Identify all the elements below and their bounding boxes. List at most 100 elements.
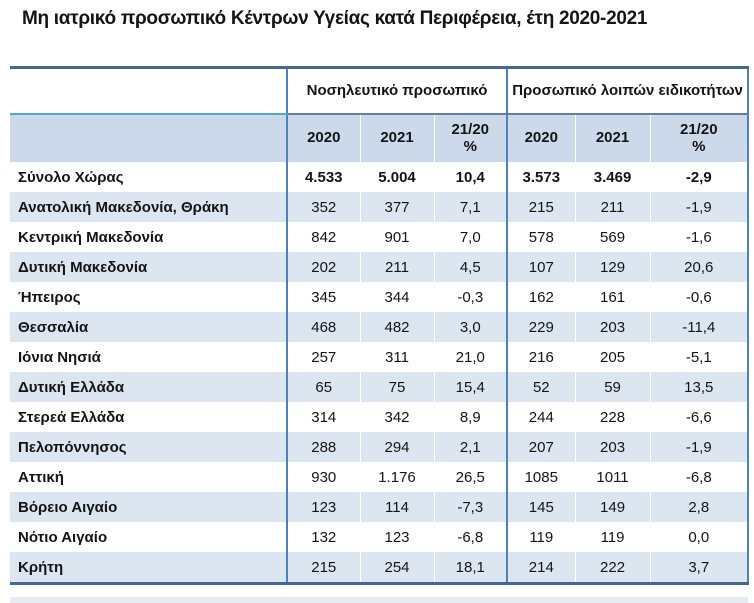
value-cell: 215 — [506, 192, 576, 222]
value-cell: 202 — [286, 252, 360, 282]
col-header-2021-other: 2021 — [574, 114, 651, 162]
value-cell: 65 — [286, 372, 360, 402]
value-cell: 75 — [359, 372, 434, 402]
value-cell: 468 — [286, 312, 360, 342]
sub-header-row: 2020 2021 21/20 % 2020 2021 21/20 % — [10, 114, 750, 162]
value-cell: 2,1 — [433, 432, 508, 462]
value-cell: 52 — [506, 372, 576, 402]
group-header-row: Νοσηλευτικό προσωπικό Προσωπικό λοιπών ε… — [10, 67, 750, 115]
table-row: Στερεά Ελλάδα 314 342 8,9 244 228 -6,6 — [10, 402, 750, 432]
value-cell: 314 — [286, 402, 360, 432]
region-label: Νότιο Αιγαίο — [10, 522, 287, 552]
value-cell: 930 — [286, 462, 360, 492]
value-cell: 216 — [506, 342, 576, 372]
value-cell: 145 — [506, 492, 576, 522]
value-cell: 311 — [359, 342, 434, 372]
value-cell: 207 — [506, 432, 576, 462]
value-cell: 13,5 — [649, 372, 750, 402]
region-label: Δυτική Μακεδονία — [10, 252, 287, 282]
ratio-bottom: % — [692, 137, 706, 155]
value-cell: 842 — [286, 222, 360, 252]
value-cell: 215 — [286, 552, 360, 584]
value-cell: 2,8 — [649, 492, 750, 522]
value-cell: 901 — [359, 222, 434, 252]
table-row: Δυτική Μακεδονία 202 211 4,5 107 129 20,6 — [10, 252, 750, 282]
region-label: Κρήτη — [10, 552, 287, 584]
ratio-top: 21/20 — [680, 121, 718, 138]
staff-table: Νοσηλευτικό προσωπικό Προσωπικό λοιπών ε… — [10, 66, 750, 585]
value-cell: 107 — [506, 252, 576, 282]
value-cell: 203 — [574, 312, 651, 342]
region-label: Αττική — [10, 462, 287, 492]
corner-cell — [10, 67, 287, 115]
table-row: Ιόνια Νησιά 257 311 21,0 216 205 -5,1 — [10, 342, 750, 372]
value-cell: 4,5 — [433, 252, 508, 282]
value-cell: -1,6 — [649, 222, 750, 252]
col-header-2020-nursing: 2020 — [286, 114, 360, 162]
value-cell: 482 — [359, 312, 434, 342]
table-row: Αττική 930 1.176 26,5 1085 1011 -6,8 — [10, 462, 750, 492]
value-cell: -5,1 — [649, 342, 750, 372]
value-cell: -6,8 — [649, 462, 750, 492]
value-cell: 26,5 — [433, 462, 508, 492]
region-label: Βόρειο Αιγαίο — [10, 492, 287, 522]
ratio-top: 21/20 — [451, 121, 490, 138]
value-cell: 123 — [359, 522, 434, 552]
staff-table-wrapper: Νοσηλευτικό προσωπικό Προσωπικό λοιπών ε… — [10, 66, 750, 585]
value-cell: -1,9 — [649, 192, 750, 222]
value-cell: 203 — [574, 432, 651, 462]
table-row: Κεντρική Μακεδονία 842 901 7,0 578 569 -1,6 — [10, 222, 750, 252]
value-cell: 214 — [506, 552, 576, 584]
value-cell: 119 — [506, 522, 576, 552]
value-cell: 20,6 — [649, 252, 750, 282]
value-cell: 59 — [574, 372, 651, 402]
value-cell: 1.176 — [359, 462, 434, 492]
value-cell: 1085 — [506, 462, 576, 492]
value-cell: 288 — [286, 432, 360, 462]
table-row: Ανατολική Μακεδονία, Θράκη 352 377 7,1 215 21… — [10, 192, 750, 222]
value-cell: -0,6 — [649, 282, 750, 312]
value-cell: 228 — [574, 402, 651, 432]
value-cell: 18,1 — [433, 552, 508, 584]
region-label: Στερεά Ελλάδα — [10, 402, 287, 432]
region-label: Ανατολική Μακεδονία, Θράκη — [10, 192, 287, 222]
table-row: Βόρειο Αιγαίο 123 114 -7,3 145 149 2,8 — [10, 492, 750, 522]
value-cell: 211 — [359, 252, 434, 282]
col-header-ratio-nursing: 21/20 % — [433, 114, 508, 162]
value-cell: -6,8 — [433, 522, 508, 552]
value-cell: 21,0 — [433, 342, 508, 372]
value-cell: 205 — [574, 342, 651, 372]
value-cell: 1011 — [574, 462, 651, 492]
value-cell: 3.469 — [574, 162, 651, 192]
table-row: Ήπειρος 345 344 -0,3 162 161 -0,6 — [10, 282, 750, 312]
region-label: Σύνολο Χώρας — [10, 162, 287, 192]
footer-strip — [10, 597, 748, 603]
value-cell: 119 — [574, 522, 651, 552]
value-cell: 132 — [286, 522, 360, 552]
value-cell: 3.573 — [506, 162, 576, 192]
value-cell: 211 — [574, 192, 651, 222]
value-cell: 8,9 — [433, 402, 508, 432]
value-cell: 4.533 — [286, 162, 360, 192]
value-cell: 3,7 — [649, 552, 750, 584]
col-header-ratio-other: 21/20 % — [649, 114, 750, 162]
region-label: Θεσσαλία — [10, 312, 287, 342]
value-cell: -2,9 — [649, 162, 750, 192]
value-cell: 257 — [286, 342, 360, 372]
value-cell: 222 — [574, 552, 651, 584]
value-cell: 345 — [286, 282, 360, 312]
value-cell: 5.004 — [359, 162, 434, 192]
ratio-bottom: % — [463, 137, 477, 155]
value-cell: 229 — [506, 312, 576, 342]
value-cell: 149 — [574, 492, 651, 522]
col-header-2020-other: 2020 — [506, 114, 576, 162]
group-header-nursing: Νοσηλευτικό προσωπικό — [285, 67, 508, 115]
value-cell: 344 — [359, 282, 434, 312]
region-label: Πελοπόννησος — [10, 432, 287, 462]
value-cell: 294 — [359, 432, 434, 462]
value-cell: -7,3 — [433, 492, 508, 522]
region-label: Δυτική Ελλάδα — [10, 372, 287, 402]
value-cell: 254 — [359, 552, 434, 584]
value-cell: -1,9 — [649, 432, 750, 462]
